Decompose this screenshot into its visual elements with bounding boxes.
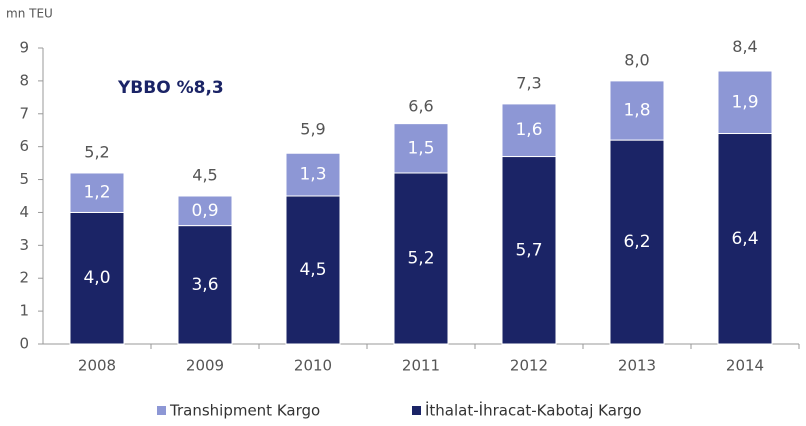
- value-label: 6,4: [731, 229, 758, 249]
- total-label: 4,5: [192, 166, 217, 185]
- y-tick-label: 6: [19, 137, 29, 155]
- value-label: 1,9: [731, 92, 758, 112]
- y-unit-label: mn TEU: [6, 7, 53, 21]
- legend-label: İthalat-İhracat-Kabotaj Kargo: [425, 401, 642, 420]
- total-label: 6,6: [408, 96, 433, 115]
- value-label: 5,7: [515, 240, 542, 260]
- y-tick-label: 2: [19, 269, 29, 287]
- annotation: YBBO %8,3: [117, 78, 224, 98]
- y-tick-label: 8: [19, 71, 29, 89]
- value-label: 3,6: [191, 275, 218, 295]
- bar-segment: [285, 195, 341, 345]
- bar-segment: [285, 152, 341, 197]
- value-label: 1,2: [83, 183, 110, 203]
- x-tick-label: 2009: [186, 357, 224, 375]
- value-label: 1,3: [299, 165, 326, 185]
- bar-segment: [717, 133, 773, 345]
- bar-segment: [69, 211, 125, 345]
- x-tick-label: 2012: [510, 357, 548, 375]
- y-tick-label: 5: [19, 170, 29, 188]
- x-tick-label: 2008: [78, 357, 116, 375]
- y-tick-label: 1: [19, 302, 29, 320]
- total-label: 5,9: [300, 119, 325, 138]
- bar-segment: [393, 123, 449, 174]
- x-tick-label: 2014: [726, 357, 764, 375]
- bar-segment: [177, 195, 233, 227]
- x-tick-label: 2013: [618, 357, 656, 375]
- bar-segment: [501, 103, 557, 158]
- total-label: 7,3: [516, 73, 541, 92]
- bar-segment: [501, 156, 557, 345]
- legend-swatch: [157, 406, 166, 415]
- bar-segment: [177, 225, 233, 345]
- y-tick-label: 9: [19, 39, 29, 57]
- y-tick-label: 3: [19, 236, 29, 254]
- value-label: 5,2: [407, 248, 434, 268]
- value-label: 1,6: [515, 120, 542, 140]
- bar-segment: [717, 70, 773, 135]
- y-tick-label: 7: [19, 104, 29, 122]
- value-label: 6,2: [623, 232, 650, 252]
- x-tick-label: 2011: [402, 357, 440, 375]
- value-label: 4,0: [83, 268, 110, 288]
- y-tick-label: 4: [19, 203, 29, 221]
- x-tick-label: 2010: [294, 357, 332, 375]
- value-label: 1,8: [623, 100, 650, 120]
- value-label: 0,9: [191, 201, 218, 221]
- bar-segment: [609, 80, 665, 141]
- legend-swatch: [412, 406, 421, 415]
- bar-segment: [69, 172, 125, 213]
- total-label: 5,2: [84, 142, 109, 161]
- bar-segment: [609, 139, 665, 345]
- legend-label: Transhipment Kargo: [169, 402, 320, 420]
- value-label: 1,5: [407, 138, 434, 158]
- value-label: 4,5: [299, 260, 326, 280]
- y-tick-label: 0: [19, 335, 29, 353]
- total-label: 8,0: [624, 50, 649, 69]
- total-label: 8,4: [732, 37, 757, 56]
